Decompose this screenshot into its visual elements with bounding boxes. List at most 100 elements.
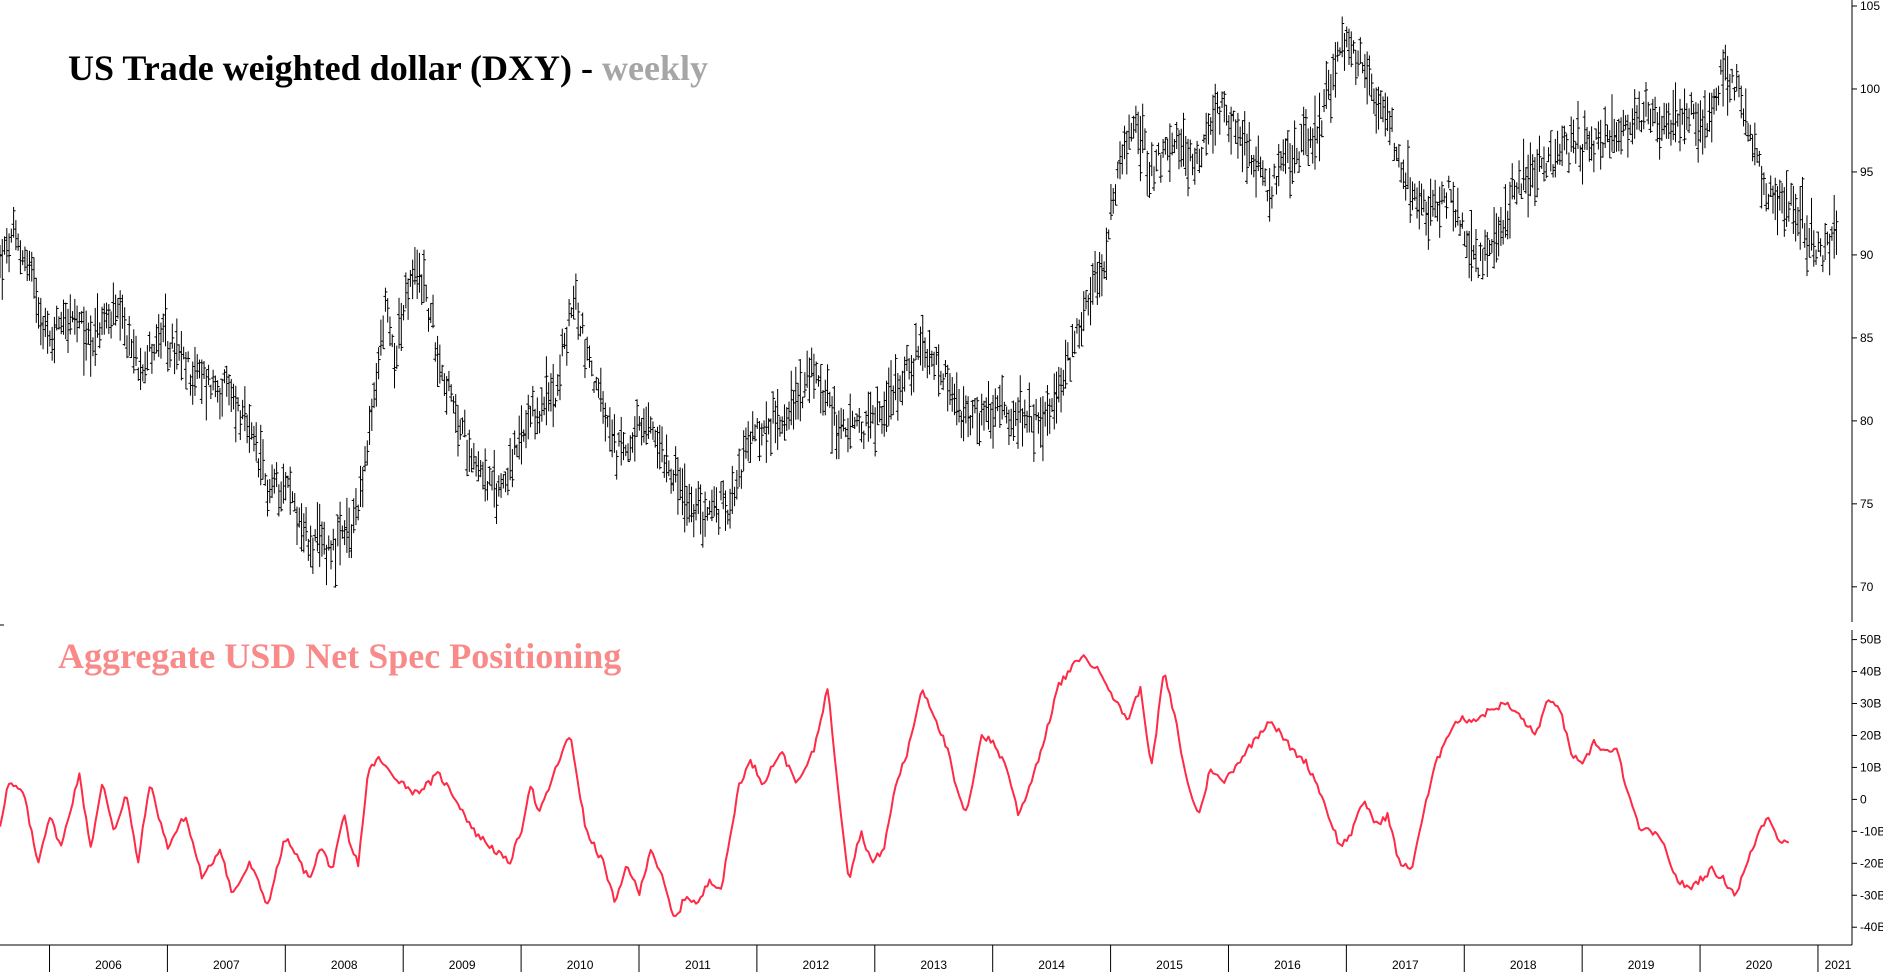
dxy-bar — [1507, 181, 1512, 239]
dxy-bar — [358, 465, 363, 507]
dxy-bar — [1786, 201, 1791, 222]
dxy-bar — [340, 525, 345, 539]
dxy-bar — [526, 394, 531, 440]
dxy-bar — [1290, 145, 1295, 185]
dxy-bar — [957, 388, 962, 423]
dxy-bar — [199, 359, 204, 405]
dxy-bar — [1818, 238, 1823, 257]
dxy-bar — [1124, 130, 1129, 175]
dxy-bar — [285, 475, 290, 488]
positioning-line — [0, 654, 1790, 917]
dxy-bar — [662, 454, 667, 478]
dxy-bar — [1049, 398, 1054, 413]
dxy-bar — [1331, 53, 1336, 91]
upper-title-main: US Trade weighted dollar (DXY) - — [68, 48, 602, 88]
dxy-bar — [530, 385, 535, 417]
dxy-bar — [1208, 117, 1213, 135]
dxy-bar — [553, 397, 558, 408]
dxy-bar — [115, 297, 120, 319]
dxy-bar — [1374, 87, 1379, 134]
dxy-bar — [703, 491, 708, 537]
dxy-bar — [1086, 294, 1091, 316]
dxy-bar — [925, 348, 930, 379]
dxy-bar — [1764, 183, 1769, 212]
dxy-bar — [1766, 193, 1771, 210]
dxy-bar — [821, 389, 826, 416]
dxy-bar — [22, 246, 27, 272]
dxy-bar — [1523, 167, 1528, 194]
dxy-bar — [1158, 154, 1163, 183]
dxy-bar — [1489, 239, 1494, 253]
dxy-bar — [1079, 312, 1084, 347]
dxy-bar — [675, 457, 680, 515]
dxy-bar — [1793, 193, 1798, 242]
x-axis-year-label: 2014 — [1038, 958, 1065, 972]
dxy-bar — [1156, 142, 1161, 156]
upper-title-suffix: weekly — [602, 48, 708, 88]
dxy-bar — [1594, 128, 1599, 140]
x-axis-year-label: 2011 — [685, 958, 711, 972]
dxy-bar — [138, 347, 143, 391]
dxy-bar — [496, 475, 501, 497]
dxy-bar — [342, 520, 347, 546]
dxy-bar — [1358, 37, 1363, 65]
dxy-bar — [519, 405, 524, 465]
dxy-bar — [1478, 242, 1483, 261]
dxy-bar — [129, 339, 134, 359]
dxy-bar — [827, 391, 832, 408]
dxy-bar — [653, 429, 658, 448]
dxy-bar — [390, 334, 395, 348]
dxy-bar — [988, 403, 993, 439]
dxy-bar — [1791, 185, 1796, 234]
dxy-bar — [886, 367, 891, 426]
dxy-bar — [1405, 140, 1410, 190]
dxy-bar — [766, 418, 771, 435]
dxy-bar — [1770, 185, 1775, 214]
dxy-bar — [1435, 201, 1440, 222]
dxy-bar — [1213, 83, 1218, 146]
dxy-bar — [995, 395, 1000, 412]
dxy-bar — [1381, 96, 1386, 123]
dxy-bar — [1521, 138, 1526, 191]
dxy-bar — [29, 251, 34, 282]
dxy-bar — [480, 461, 485, 490]
dxy-bar — [109, 311, 114, 339]
dxy-bar — [333, 538, 338, 588]
dxy-bar — [567, 298, 572, 327]
dxy-bar — [1646, 101, 1651, 125]
dxy-bar — [1517, 160, 1522, 194]
dxy-bar — [437, 344, 442, 384]
dxy-bar — [830, 396, 835, 454]
dxy-bar — [1539, 157, 1544, 169]
dxy-bar — [56, 316, 61, 330]
dxy-bar — [573, 273, 578, 310]
dxy-bar — [505, 467, 510, 496]
dxy-bar — [1011, 400, 1016, 441]
dxy-bar — [236, 397, 241, 412]
dxy-bar — [1031, 404, 1036, 462]
dxy-bar — [1614, 122, 1619, 152]
dxy-bar — [1149, 142, 1154, 177]
dxy-bar — [1059, 367, 1064, 413]
dxy-bar — [666, 460, 671, 477]
dxy-bar — [1761, 172, 1766, 195]
dxy-bar — [118, 290, 123, 341]
dxy-bar — [612, 414, 617, 453]
dxy-bar — [1480, 248, 1485, 280]
dxy-bar — [329, 540, 334, 570]
dxy-bar — [1496, 216, 1501, 257]
dxy-bar — [177, 344, 182, 361]
dxy-bar — [592, 381, 597, 393]
dxy-bar — [605, 415, 610, 428]
dxy-bar — [834, 414, 839, 460]
dxy-bar — [855, 413, 860, 427]
dxy-bar — [1142, 128, 1147, 151]
dxy-bar — [1328, 74, 1333, 123]
dxy-bar — [850, 410, 855, 428]
dxy-bar — [936, 344, 941, 397]
dxy-bar — [616, 432, 621, 447]
dxy-bar — [1285, 130, 1290, 164]
dxy-bar — [712, 486, 717, 517]
dxy-bar — [1460, 212, 1465, 229]
lower-panel: 50B 40B 30B 20B 10B 0 -10B -20B -30B -40B Aggrega… — [0, 630, 1883, 945]
